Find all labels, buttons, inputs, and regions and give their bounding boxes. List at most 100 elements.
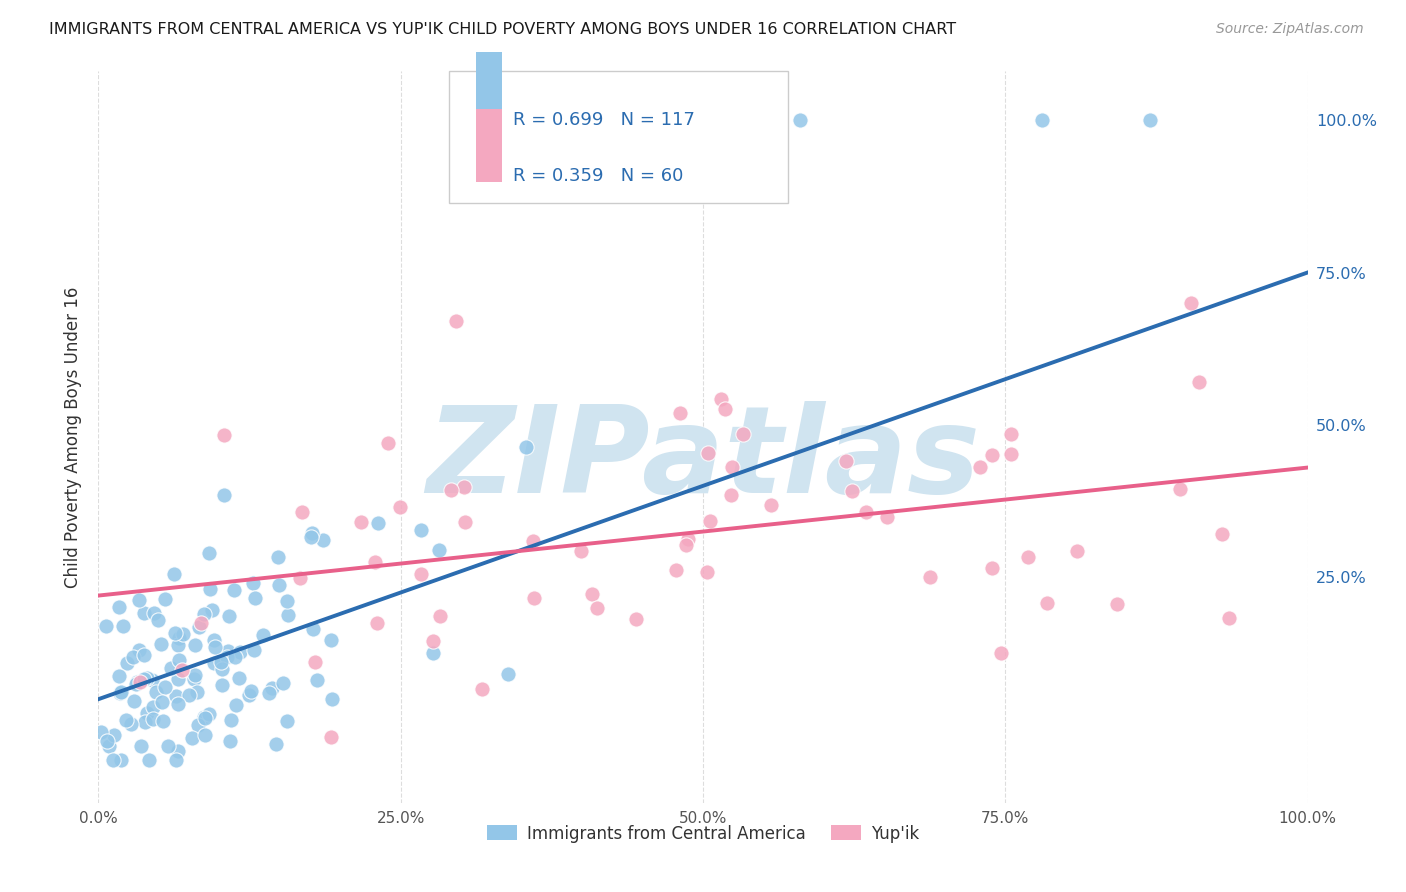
Point [429, 542, 451, 557]
Point [523, 591, 546, 605]
Point [243, 643, 266, 657]
Point [159, 660, 181, 674]
Point [204, 640, 226, 654]
Point [276, 714, 298, 729]
Point [321, 692, 343, 706]
Point [229, 645, 252, 659]
Point [202, 656, 225, 670]
Point [439, 483, 461, 498]
Point [217, 644, 239, 658]
Point [665, 562, 688, 576]
Point [364, 555, 387, 569]
Point [761, 499, 783, 513]
Point [209, 656, 232, 670]
Point [731, 426, 754, 441]
Point [193, 607, 215, 621]
Point [108, 669, 131, 683]
Point [471, 682, 494, 697]
Point [301, 525, 323, 540]
FancyBboxPatch shape [475, 109, 502, 182]
Point [167, 632, 190, 646]
Point [211, 678, 233, 692]
Point [96, 618, 118, 632]
Point [172, 627, 194, 641]
Point [194, 710, 217, 724]
Text: R = 0.699   N = 117: R = 0.699 N = 117 [513, 111, 695, 128]
Point [96, 734, 118, 748]
Point [367, 516, 389, 530]
Point [388, 500, 411, 515]
Point [1188, 376, 1211, 390]
Point [132, 672, 155, 686]
Point [290, 571, 312, 585]
Point [110, 753, 132, 767]
Point [156, 739, 179, 754]
Point [114, 714, 136, 728]
Point [122, 650, 145, 665]
Point [1139, 113, 1161, 128]
Point [304, 655, 326, 669]
Point [132, 648, 155, 663]
Point [146, 613, 169, 627]
Point [239, 683, 262, 698]
Point [224, 649, 246, 664]
Point [409, 524, 432, 538]
Point [219, 713, 242, 727]
Point [581, 587, 603, 601]
Point [699, 514, 721, 528]
Point [212, 427, 235, 442]
Point [128, 643, 150, 657]
Point [108, 686, 131, 700]
Point [835, 454, 858, 468]
Point [669, 406, 692, 420]
Point [165, 689, 187, 703]
Point [218, 608, 240, 623]
Text: IMMIGRANTS FROM CENTRAL AMERICA VS YUP'IK CHILD POVERTY AMONG BOYS UNDER 16 CORR: IMMIGRANTS FROM CENTRAL AMERICA VS YUP'I… [49, 22, 956, 37]
Point [262, 681, 284, 695]
Point [624, 611, 647, 625]
Point [112, 619, 135, 633]
Point [422, 647, 444, 661]
Point [1180, 296, 1202, 310]
Point [429, 609, 451, 624]
Point [142, 699, 165, 714]
Point [163, 626, 186, 640]
Point [141, 673, 163, 687]
Point [201, 602, 224, 616]
Point [98, 739, 121, 754]
Point [165, 753, 187, 767]
Point [198, 706, 221, 721]
Text: R = 0.359   N = 60: R = 0.359 N = 60 [513, 167, 683, 185]
Point [841, 483, 863, 498]
Point [188, 620, 211, 634]
Point [918, 570, 941, 584]
Point [198, 546, 221, 560]
Point [177, 688, 200, 702]
Text: ZIPatlas: ZIPatlas [426, 401, 980, 517]
Point [1218, 611, 1240, 625]
Point [181, 731, 204, 745]
Point [163, 566, 186, 581]
Point [90, 725, 112, 739]
Point [152, 714, 174, 728]
Point [202, 632, 225, 647]
Legend: Immigrants from Central America, Yup'ik: Immigrants from Central America, Yup'ik [481, 818, 925, 849]
Point [969, 460, 991, 475]
Point [1036, 596, 1059, 610]
Point [522, 534, 544, 549]
Point [194, 728, 217, 742]
Point [149, 637, 172, 651]
Point [142, 712, 165, 726]
Point [319, 730, 342, 744]
Point [166, 638, 188, 652]
Text: Source: ZipAtlas.com: Source: ZipAtlas.com [1216, 22, 1364, 37]
Point [720, 488, 742, 502]
Point [1017, 550, 1039, 565]
Point [1066, 543, 1088, 558]
Point [366, 615, 388, 630]
Point [211, 661, 233, 675]
Point [129, 739, 152, 754]
Point [198, 582, 221, 596]
Point [132, 606, 155, 620]
Point [219, 734, 242, 748]
